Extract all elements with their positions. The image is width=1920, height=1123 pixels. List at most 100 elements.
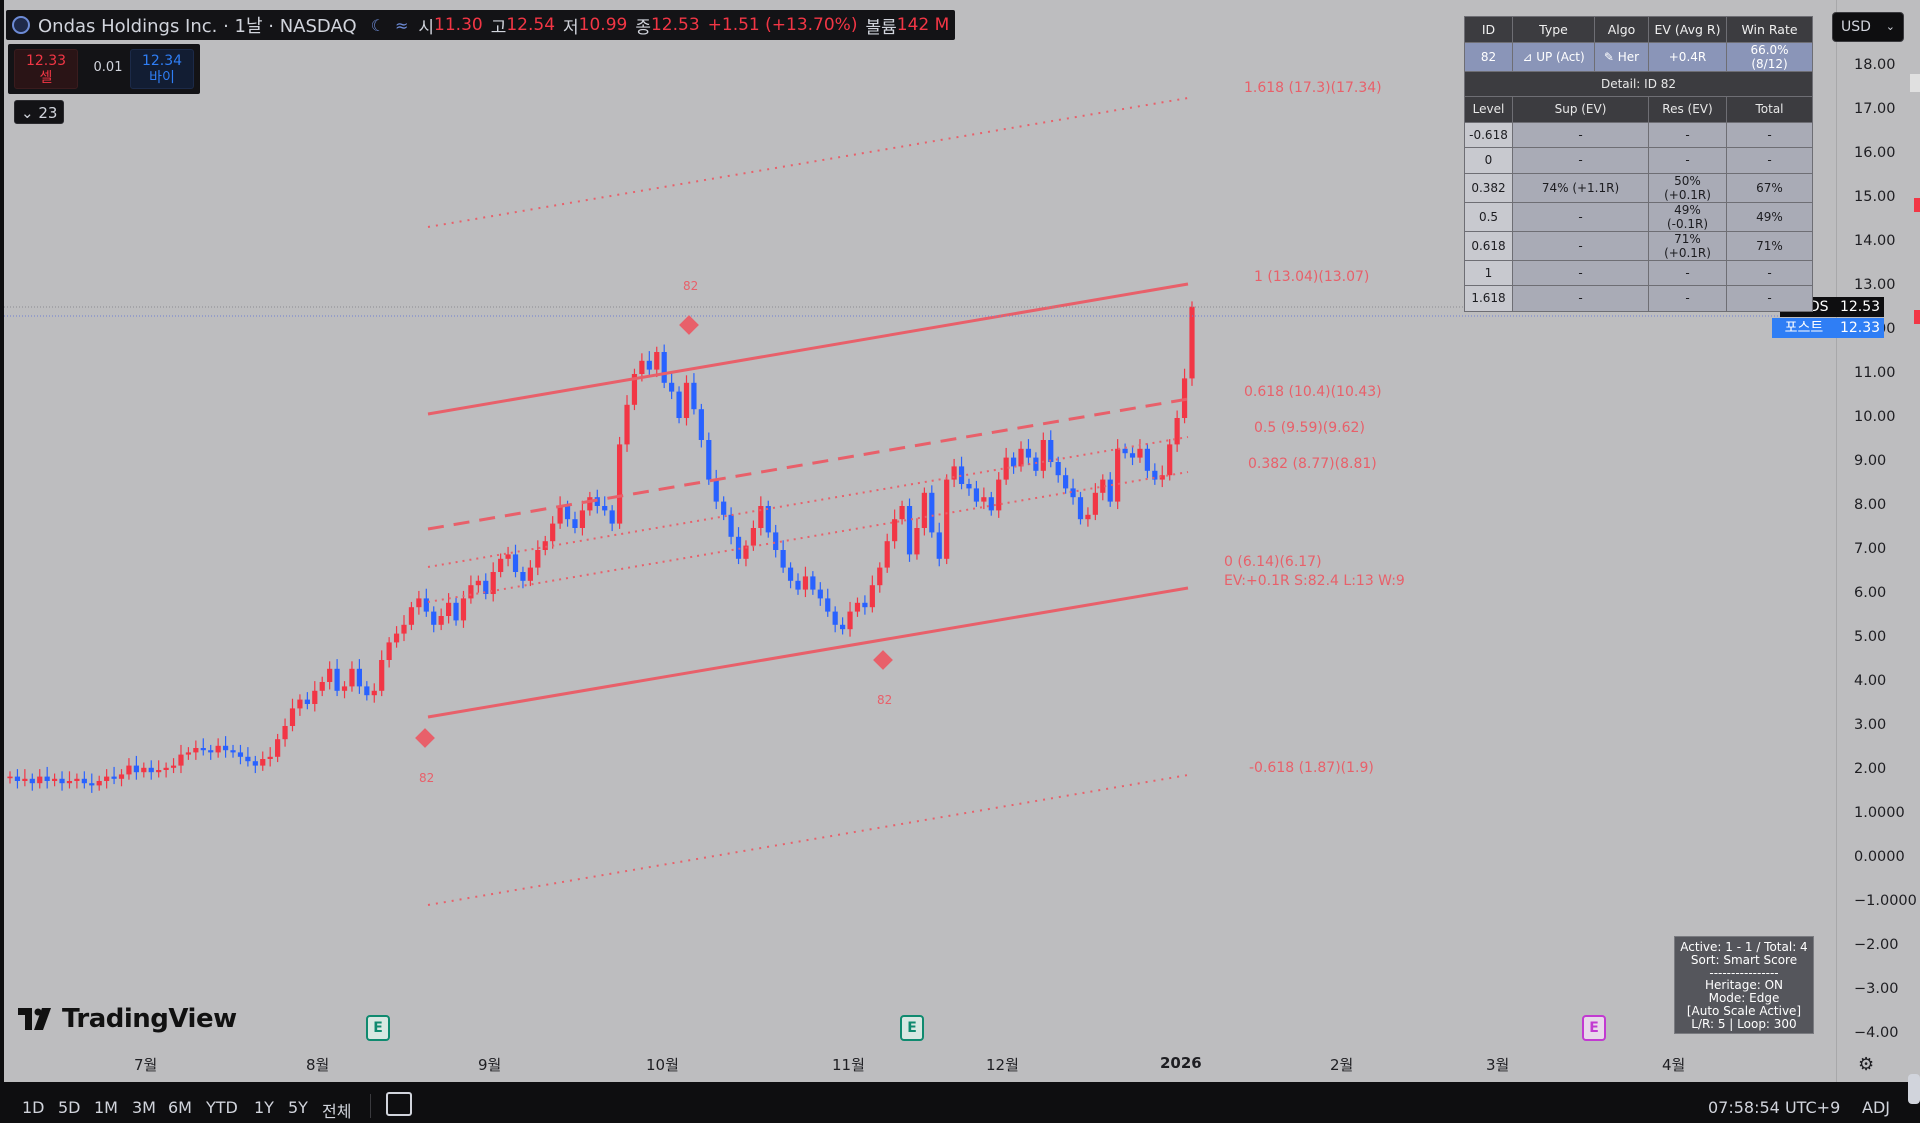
timeframe-3M[interactable]: 3M	[132, 1098, 156, 1117]
open-value: 11.30	[434, 15, 483, 35]
candle-body	[193, 748, 199, 753]
timeframe-6M[interactable]: 6M	[168, 1098, 192, 1117]
timeframe-YTD[interactable]: YTD	[206, 1098, 238, 1117]
earnings-badge-upcoming[interactable]: E	[1582, 1015, 1606, 1041]
earnings-badge[interactable]: E	[366, 1015, 390, 1041]
timeframe-전체[interactable]: 전체	[322, 1102, 352, 1121]
candle-body	[126, 765, 132, 775]
candle-body	[802, 576, 809, 590]
candle-body	[356, 668, 362, 687]
table-cell: 1.618	[1464, 285, 1513, 312]
candle-body	[1070, 488, 1076, 498]
cell-type-value: UP (Act)	[1536, 49, 1585, 64]
cell-type: ⊿ UP (Act)	[1512, 41, 1595, 72]
candle-body	[1115, 448, 1121, 502]
level-header-row: Level Sup (EV) Res (EV) Total	[1464, 96, 1813, 123]
wave-icon: ≈	[394, 15, 409, 35]
table-cell: -	[1726, 147, 1813, 174]
candle-body	[178, 754, 184, 766]
candle-body	[14, 776, 21, 781]
fib-05-label: 0.5 (9.59)(9.62)	[1254, 420, 1365, 436]
table-row: 0.618-71% (+0.1R) 71%	[1464, 230, 1813, 261]
table-cell: 74% (+1.1R)	[1512, 172, 1649, 203]
table-cell: -	[1726, 259, 1813, 286]
candle-body	[96, 781, 102, 786]
fib-0618-label: 0.618 (10.4)(10.43)	[1244, 384, 1382, 400]
clock-display[interactable]: 07:58:54 UTC+9	[1708, 1098, 1841, 1117]
candle-body	[170, 765, 177, 768]
timeframe-5Y[interactable]: 5Y	[288, 1098, 308, 1117]
symbol-title[interactable]: Ondas Holdings Inc. · 1날 · NASDAQ	[38, 16, 357, 37]
candle-body	[988, 497, 994, 511]
col-header: ID	[1464, 16, 1513, 43]
buy-button[interactable]: 12.34 바이	[130, 49, 194, 89]
earnings-badge[interactable]: E	[900, 1015, 924, 1041]
replay-icon[interactable]	[386, 1092, 412, 1116]
table-cell: -	[1648, 121, 1727, 148]
candle-body	[364, 686, 370, 696]
candle-body	[29, 778, 35, 784]
close-label: 종	[635, 17, 651, 38]
settings-gear-icon[interactable]: ⚙	[1858, 1054, 1875, 1075]
adj-toggle[interactable]: ADJ	[1862, 1098, 1890, 1117]
tradingview-logo[interactable]: TradingView	[18, 1004, 237, 1034]
candlestick-chart[interactable]: 82 82 82 1.618 (17.3)(17.34) 1 (13.04)(1…	[4, 0, 1836, 1082]
candle-body	[847, 611, 853, 630]
indicators-toggle[interactable]: ⌄ 23	[14, 100, 65, 124]
fib-0-ev-label: EV:+0.1R S:82.4 L:13 W:9	[1224, 573, 1405, 589]
cell-winrate: 66.0% (8/12)	[1726, 41, 1813, 72]
currency-select[interactable]: USD ⌄	[1832, 12, 1904, 42]
timeframe-5D[interactable]: 5D	[58, 1098, 81, 1117]
price-tick: 8.00	[1854, 497, 1887, 513]
price-tick: −3.00	[1854, 981, 1899, 997]
table-cell: 71% (+0.1R)	[1648, 230, 1727, 261]
candle-body	[780, 550, 786, 568]
fib-0618-line	[427, 397, 1189, 531]
fib-05-line	[427, 436, 1189, 568]
candle-body	[252, 761, 258, 766]
volume-value: 142 M	[896, 15, 950, 35]
candle-body	[832, 611, 838, 625]
candle-body	[721, 501, 727, 515]
table-cell: 0.618	[1464, 230, 1513, 261]
candle-body	[661, 352, 667, 383]
candle-body	[200, 748, 206, 751]
tradingview-logo-icon	[18, 1008, 51, 1030]
timeframe-1D[interactable]: 1D	[22, 1098, 45, 1117]
timeframe-1M[interactable]: 1M	[94, 1098, 118, 1117]
candle-body	[1152, 470, 1158, 480]
cell-id: 82	[1464, 41, 1513, 72]
scroll-handle[interactable]	[1908, 1074, 1920, 1104]
sell-button[interactable]: 12.33 셀	[14, 49, 78, 89]
candle-body	[691, 382, 697, 410]
candle-body	[44, 776, 50, 781]
candle-body	[527, 567, 533, 581]
table-row: 1---	[1464, 259, 1813, 286]
candle-body	[483, 580, 489, 594]
buy-price: 12.34	[141, 53, 183, 69]
candle-body	[37, 776, 43, 784]
price-axis[interactable]	[1836, 0, 1920, 1082]
watermark-text: TradingView	[62, 1004, 237, 1034]
candle-body	[921, 492, 927, 528]
col-header: Sup (EV)	[1512, 96, 1649, 123]
candle-body	[215, 745, 221, 753]
candle-body	[840, 624, 846, 630]
fib-1-label: 1 (13.04)(13.07)	[1254, 269, 1369, 285]
scroll-handle-top[interactable]	[1910, 74, 1920, 92]
candle-body	[52, 778, 58, 781]
timeframe-1Y[interactable]: 1Y	[254, 1098, 274, 1117]
table-cell: 67%	[1726, 172, 1813, 203]
candle-body	[966, 484, 972, 489]
fib-minus-0618-label: -0.618 (1.87)(1.9)	[1249, 760, 1374, 776]
candle-body	[654, 352, 660, 370]
candle-body	[327, 668, 333, 682]
price-tick: −4.00	[1854, 1025, 1899, 1041]
candle-body	[929, 492, 935, 533]
sell-label: 셀	[39, 70, 53, 86]
candle-body	[609, 510, 615, 524]
table-row: 1.618- - -	[1464, 285, 1813, 312]
table-row: 0.382 74% (+1.1R) 50% (+0.1R) 67%	[1464, 172, 1813, 203]
month-label: 8월	[306, 1056, 330, 1074]
